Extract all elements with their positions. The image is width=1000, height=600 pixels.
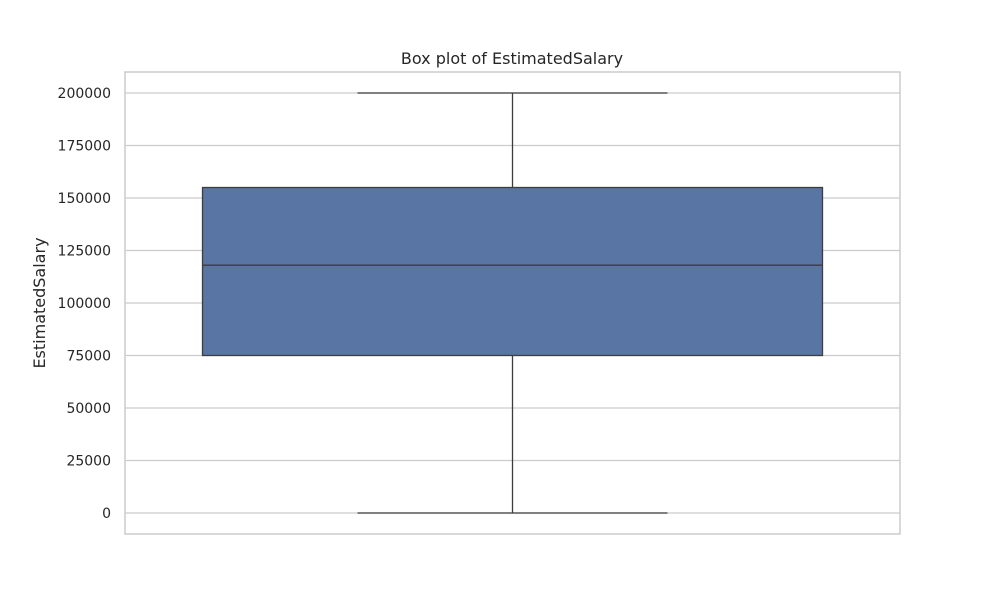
chart-title: Box plot of EstimatedSalary [401, 49, 623, 68]
y-tick-label: 125000 [58, 244, 111, 260]
y-tick-label: 0 [102, 506, 111, 522]
y-tick-label: 50000 [66, 401, 111, 417]
y-tick-labels: 0 25000 50000 75000 100000 125000 150000 175000… [58, 86, 111, 522]
y-tick-label: 75000 [66, 349, 111, 365]
y-tick-label: 200000 [58, 86, 111, 102]
y-tick-label: 150000 [58, 191, 111, 207]
box-marks [201, 92, 824, 514]
y-tick-label: 175000 [58, 139, 111, 155]
y-tick-label: 25000 [66, 454, 111, 470]
y-axis-label: EstimatedSalary [30, 237, 49, 368]
y-tick-label: 100000 [58, 296, 111, 312]
iqr-box [201, 186, 824, 357]
